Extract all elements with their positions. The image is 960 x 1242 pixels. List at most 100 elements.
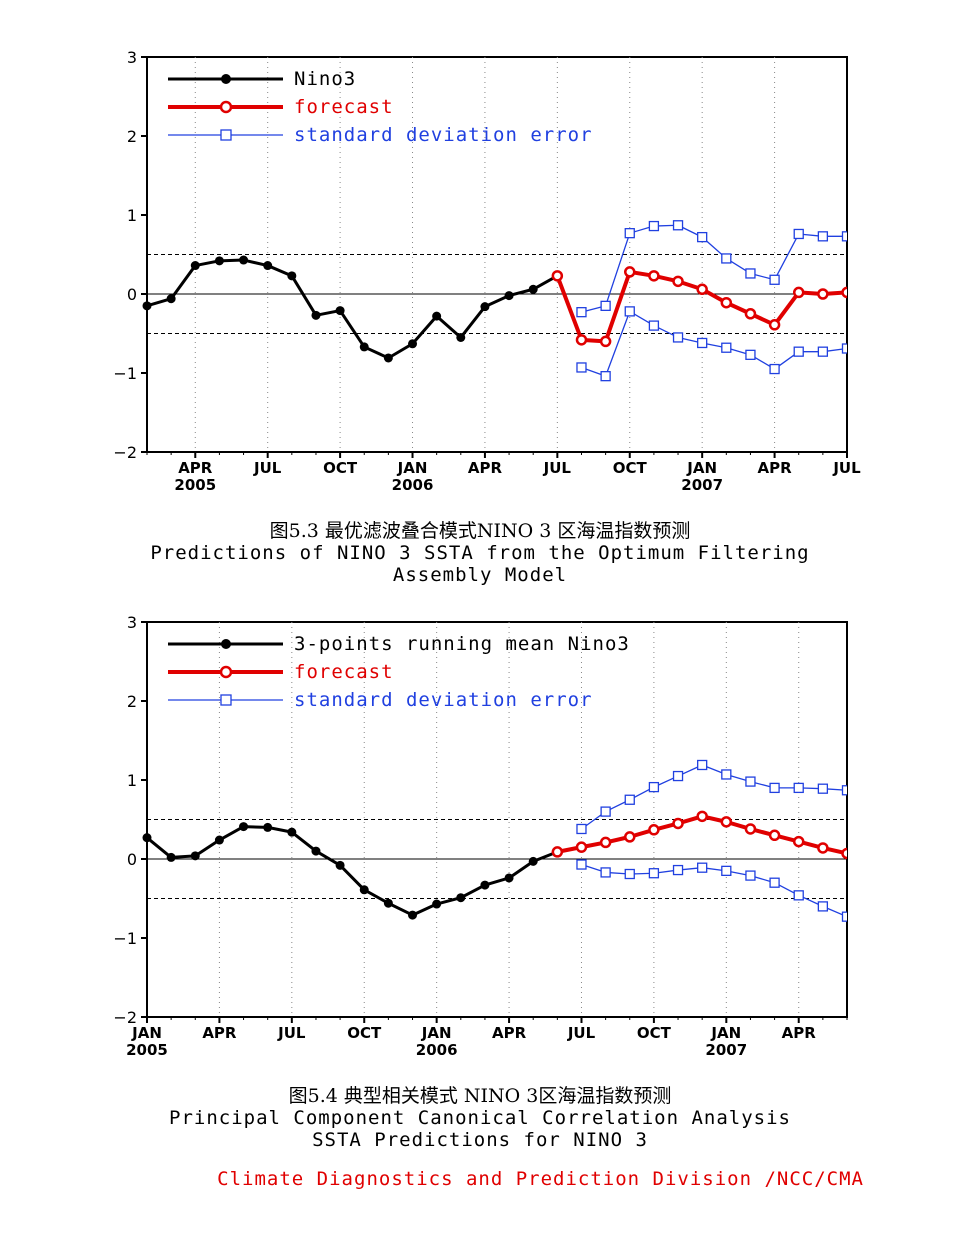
error-point — [576, 362, 587, 373]
x-tick-year-label: 2006 — [392, 476, 434, 494]
forecast-point — [720, 816, 733, 828]
x-tick-label: APR — [202, 1024, 237, 1042]
error-point — [745, 776, 756, 787]
x-tick-label: JAN — [131, 1024, 162, 1042]
error-point — [648, 868, 660, 879]
data-point — [142, 833, 152, 843]
x-tick-year-label: 2005 — [174, 476, 216, 494]
error-point — [648, 781, 660, 793]
error-point — [841, 911, 847, 922]
chart2-caption-cn: 图5.4 典型相关模式 NINO 3区海温指数预测 — [288, 1085, 672, 1107]
legend-marker — [220, 129, 232, 141]
error-point — [624, 794, 635, 805]
error-point — [576, 859, 587, 870]
series-line — [581, 863, 847, 918]
x-tick-label: OCT — [637, 1024, 672, 1042]
forecast-point — [817, 842, 829, 854]
forecast-point — [672, 817, 684, 830]
legend-label: Nino3 — [294, 68, 356, 90]
legend-label: forecast — [294, 96, 394, 118]
x-tick-label: APR — [178, 459, 213, 477]
error-point — [769, 274, 780, 285]
y-tick-label: −2 — [113, 1008, 137, 1027]
error-point — [697, 231, 708, 243]
x-tick-year-label: 2007 — [705, 1041, 747, 1059]
error-point — [721, 865, 732, 877]
error-point — [793, 346, 804, 357]
data-point — [263, 261, 273, 271]
data-point — [408, 910, 418, 920]
y-tick-label: 2 — [127, 692, 137, 711]
chart1-caption-cn: 图5.3 最优滤波叠合模式NINO 3 区海温指数预测 — [269, 520, 691, 542]
data-point — [142, 301, 152, 311]
y-tick-label: 2 — [127, 127, 137, 146]
forecast-point — [768, 319, 781, 331]
x-tick-label: OCT — [613, 459, 648, 477]
data-point — [166, 294, 176, 304]
legend-label: forecast — [294, 661, 394, 683]
chart2-caption: 图5.4 典型相关模式 NINO 3区海温指数预测 Principal Comp… — [0, 1085, 960, 1151]
forecast-point — [817, 288, 829, 300]
y-tick-label: −1 — [113, 364, 137, 383]
data-point — [335, 860, 345, 870]
data-point — [359, 342, 369, 352]
x-tick-label: APR — [782, 1024, 817, 1042]
data-point — [408, 339, 418, 349]
error-point — [648, 220, 660, 232]
y-tick-label: 0 — [127, 850, 137, 869]
y-tick-label: 3 — [127, 48, 137, 67]
x-tick-label: OCT — [347, 1024, 382, 1042]
forecast-point — [599, 836, 612, 849]
data-point — [311, 310, 321, 320]
y-tick-label: −1 — [113, 929, 137, 948]
chart1-caption: 图5.3 最优滤波叠合模式NINO 3 区海温指数预测 Predictions … — [0, 520, 960, 586]
error-point — [672, 332, 684, 343]
x-tick-label: APR — [492, 1024, 527, 1042]
error-point — [841, 785, 847, 796]
error-point — [745, 349, 756, 360]
error-point — [817, 231, 829, 242]
forecast-point — [768, 829, 781, 842]
forecast-point — [575, 841, 588, 853]
data-point — [214, 256, 224, 266]
chart1-caption-en2: Assembly Model — [392, 564, 568, 586]
forecast-point — [696, 283, 708, 296]
forecast-point — [551, 270, 564, 282]
legend-label: standard deviation error — [294, 689, 593, 711]
data-point — [456, 332, 466, 342]
error-point — [769, 363, 780, 375]
error-point — [721, 253, 732, 264]
y-tick-label: 1 — [127, 206, 137, 225]
x-tick-year-label: 2005 — [126, 1041, 168, 1059]
data-point — [480, 302, 490, 312]
data-point — [359, 885, 369, 895]
forecast-point — [672, 275, 684, 288]
error-point — [721, 769, 732, 780]
chart2-caption-en1: Principal Component Canonical Correlatio… — [169, 1107, 791, 1129]
error-point — [697, 862, 708, 873]
series-line — [581, 310, 847, 377]
error-point — [600, 371, 611, 382]
error-point — [697, 337, 708, 349]
data-point — [504, 873, 514, 883]
y-tick-label: −2 — [113, 443, 137, 462]
data-point — [528, 856, 538, 866]
legend-marker — [221, 639, 231, 649]
x-tick-year-label: 2006 — [416, 1041, 458, 1059]
x-tick-label: JAN — [397, 459, 428, 477]
error-point — [672, 864, 684, 876]
error-point — [817, 346, 829, 357]
series-line — [146, 258, 559, 360]
data-point — [287, 271, 297, 281]
error-point — [576, 823, 587, 835]
error-point — [841, 231, 847, 242]
legend-marker — [220, 694, 232, 706]
forecast-point — [624, 831, 636, 843]
error-point — [600, 300, 611, 312]
error-point — [624, 228, 635, 239]
data-point — [190, 261, 200, 271]
forecast-point — [551, 846, 564, 858]
data-point — [456, 893, 466, 903]
data-point — [480, 880, 490, 890]
